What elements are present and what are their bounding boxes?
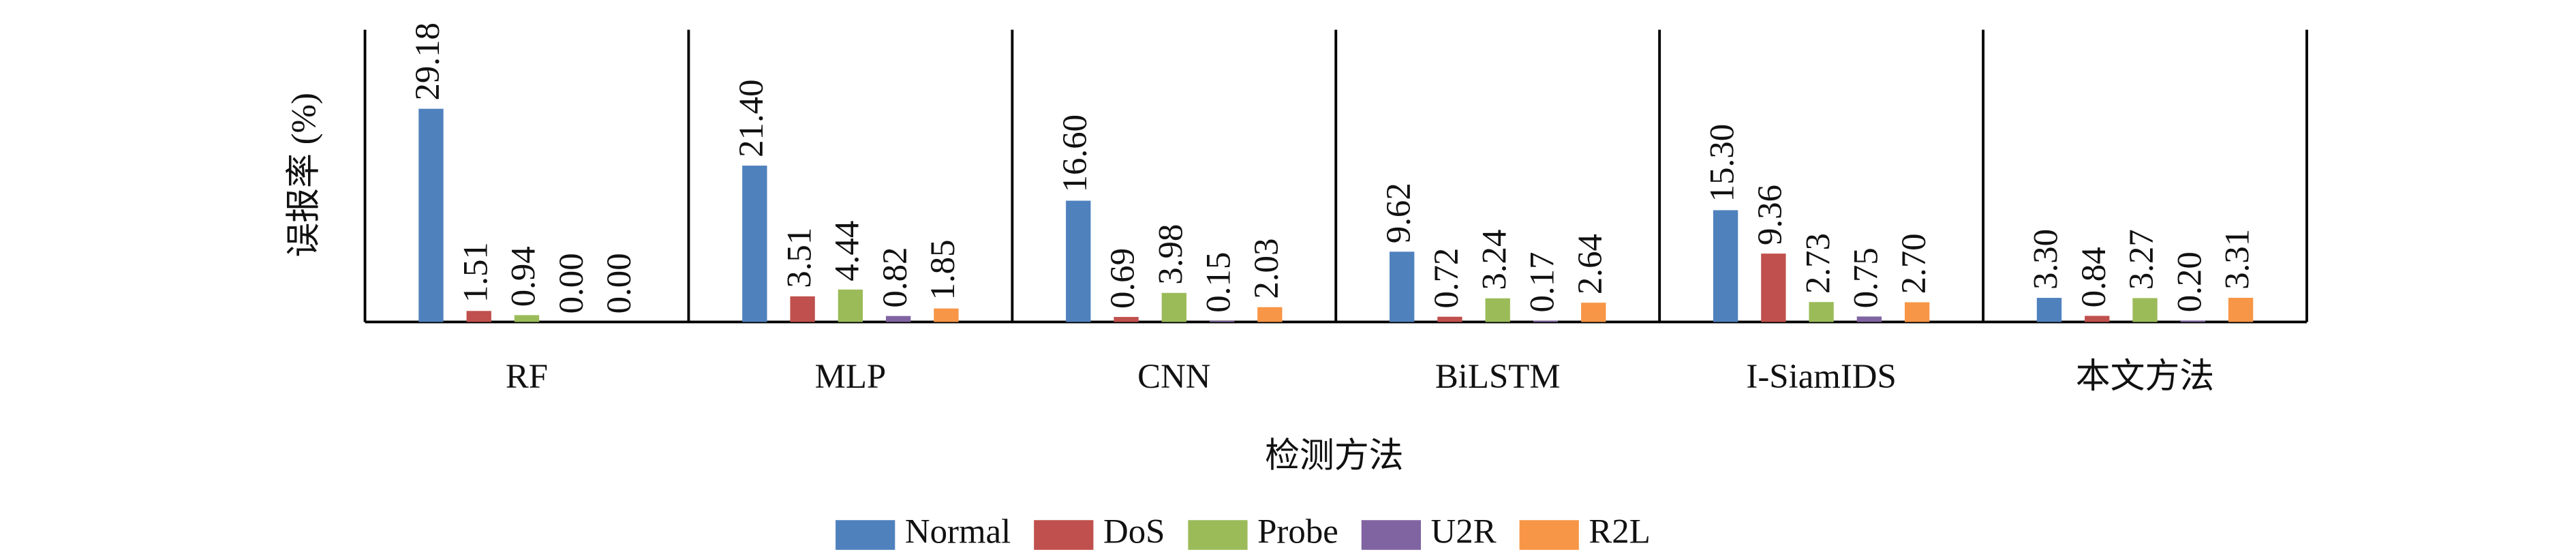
bar: [742, 166, 767, 322]
x-tick-label: MLP: [815, 358, 887, 396]
bar: [2036, 298, 2062, 322]
legend-label: Normal: [905, 513, 1011, 551]
value-label: 0.00: [600, 253, 639, 313]
value-label: 2.70: [1895, 233, 1933, 294]
bar: [1257, 307, 1283, 322]
value-label: 2.73: [1799, 233, 1837, 294]
x-tick-label: 本文方法: [2076, 358, 2214, 396]
x-tick-label: BiLSTM: [1435, 358, 1561, 396]
value-label: 3.31: [2219, 229, 2257, 290]
bar: [2085, 316, 2110, 322]
value-label: 3.30: [2027, 229, 2066, 290]
value-label: 3.24: [1475, 230, 1514, 290]
bar: [838, 289, 863, 322]
bar: [790, 296, 815, 322]
value-label: 3.27: [2123, 229, 2161, 290]
value-label: 0.17: [1524, 252, 1562, 313]
bar: [1485, 298, 1510, 322]
bar: [1761, 254, 1786, 322]
x-axis-title: 检测方法: [1265, 437, 1404, 475]
bar: [934, 308, 959, 322]
value-label: 1.51: [457, 242, 495, 303]
value-label: 2.64: [1571, 234, 1610, 294]
bar: [1209, 320, 1235, 322]
bar: [1809, 302, 1834, 322]
value-label: 0.69: [1104, 248, 1142, 309]
bar: [2132, 298, 2158, 322]
legend-swatch: [1361, 520, 1422, 550]
value-label: 4.44: [829, 221, 867, 281]
bar: [1390, 251, 1415, 322]
value-label: 0.15: [1200, 252, 1238, 313]
bar: [1437, 316, 1462, 322]
bar: [2228, 297, 2254, 322]
value-label: 0.75: [1847, 247, 1886, 308]
legend-swatch: [835, 520, 895, 550]
value-label: 9.36: [1751, 185, 1790, 245]
bar: [1066, 200, 1091, 322]
legend-label: DoS: [1103, 513, 1165, 551]
bar: [886, 316, 911, 322]
legend-label: U2R: [1431, 513, 1497, 551]
bar: [466, 311, 491, 322]
legend-swatch: [1034, 520, 1094, 550]
legend-swatch: [1519, 520, 1579, 550]
value-label: 1.85: [924, 239, 962, 300]
value-label: 0.84: [2075, 247, 2113, 307]
bar: [1856, 316, 1882, 322]
value-label: 0.00: [553, 253, 591, 313]
value-label: 0.82: [876, 247, 915, 308]
value-label: 3.51: [780, 228, 818, 288]
value-label: 16.60: [1056, 114, 1094, 192]
bar: [1533, 320, 1559, 322]
x-tick-label: CNN: [1137, 358, 1210, 396]
bar: [1904, 302, 1930, 322]
value-label: 9.62: [1380, 183, 1418, 243]
legend-label: Probe: [1257, 513, 1338, 551]
bar: [2180, 320, 2205, 322]
bar: [1581, 303, 1606, 322]
value-label: 15.30: [1704, 124, 1742, 202]
value-label: 0.72: [1428, 248, 1466, 309]
x-tick-label: RF: [506, 358, 548, 396]
bar: [514, 315, 540, 322]
bar: [1713, 210, 1738, 322]
y-axis-title: 误报率 (%): [285, 93, 323, 258]
value-label: 2.03: [1248, 239, 1286, 299]
value-label: 3.98: [1152, 224, 1190, 285]
bar: [418, 108, 444, 322]
x-tick-label: I-SiamIDS: [1746, 358, 1896, 396]
bar: [1161, 292, 1186, 322]
legend-swatch: [1188, 520, 1248, 550]
bar: [1114, 317, 1139, 322]
value-label: 0.20: [2171, 251, 2209, 312]
value-label: 0.94: [505, 246, 543, 307]
value-label: 29.18: [409, 22, 447, 100]
value-label: 21.40: [733, 79, 771, 157]
legend-label: R2L: [1589, 513, 1650, 551]
